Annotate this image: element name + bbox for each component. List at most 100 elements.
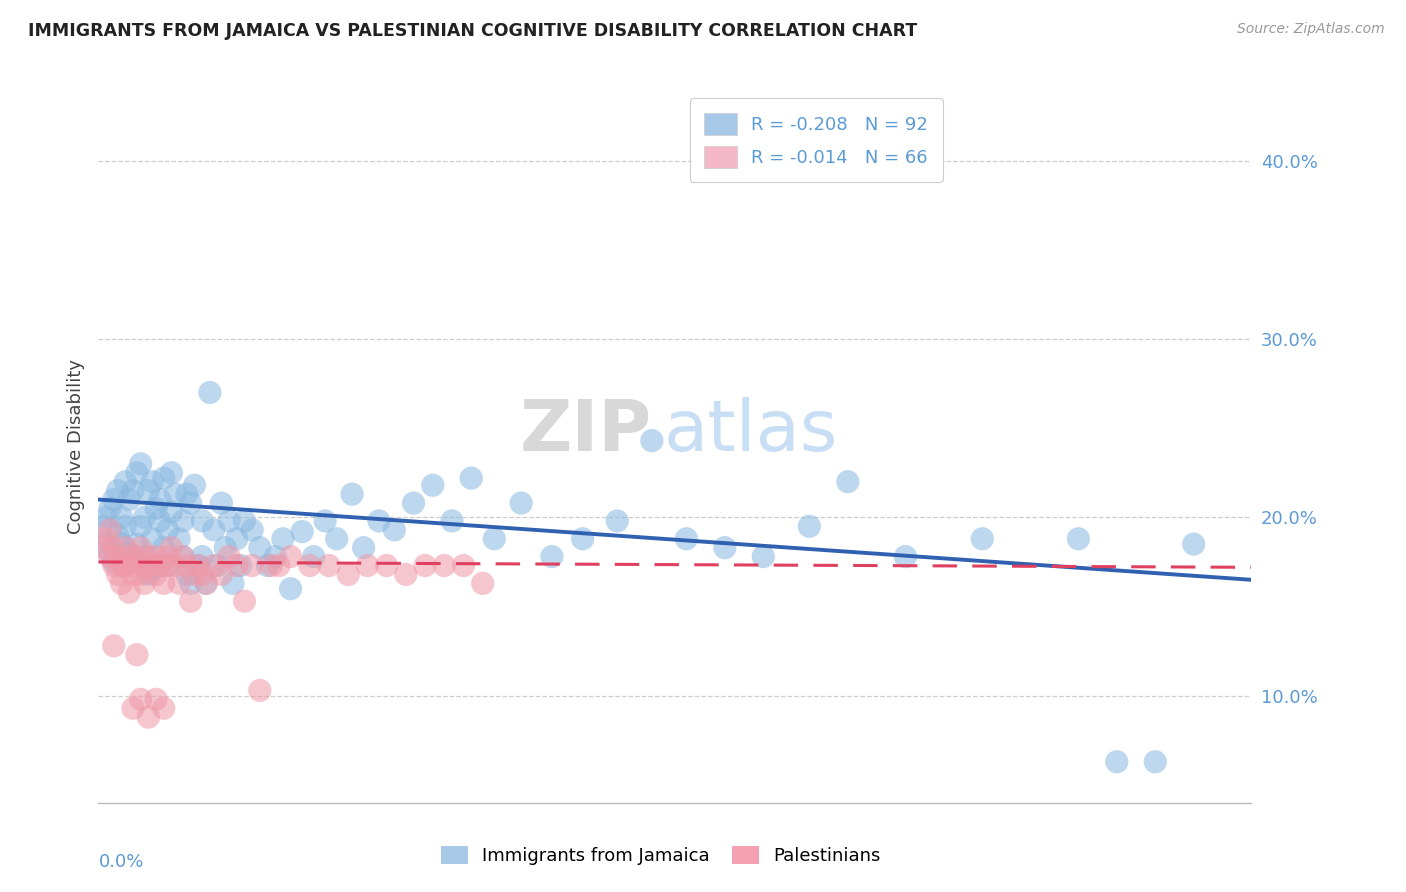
Point xyxy=(129,541,152,555)
Point xyxy=(453,558,475,573)
Point xyxy=(433,558,456,573)
Point xyxy=(98,546,121,560)
Point xyxy=(129,692,152,706)
Text: atlas: atlas xyxy=(664,397,838,467)
Point xyxy=(160,466,183,480)
Point xyxy=(541,549,564,564)
Point xyxy=(141,532,163,546)
Point xyxy=(249,541,271,555)
Point xyxy=(138,710,160,724)
Point xyxy=(118,549,141,564)
Point xyxy=(134,510,156,524)
Point xyxy=(402,496,425,510)
Point xyxy=(125,549,148,564)
Point xyxy=(176,567,198,582)
Point xyxy=(141,475,163,489)
Point xyxy=(172,549,194,564)
Point xyxy=(571,532,593,546)
Point xyxy=(1105,755,1128,769)
Point xyxy=(134,549,156,564)
Point xyxy=(145,549,167,564)
Point xyxy=(837,475,859,489)
Point xyxy=(118,585,141,599)
Point xyxy=(94,537,117,551)
Point xyxy=(233,594,256,608)
Point xyxy=(209,496,232,510)
Point xyxy=(145,692,167,706)
Point xyxy=(202,523,225,537)
Point xyxy=(114,541,136,555)
Point xyxy=(98,523,121,537)
Point xyxy=(302,549,325,564)
Point xyxy=(191,549,214,564)
Point xyxy=(298,558,321,573)
Point xyxy=(195,576,218,591)
Point xyxy=(94,510,117,524)
Point xyxy=(107,483,129,498)
Point xyxy=(218,549,240,564)
Point xyxy=(122,483,145,498)
Point xyxy=(260,558,283,573)
Point xyxy=(134,576,156,591)
Point xyxy=(149,492,172,507)
Point xyxy=(1067,532,1090,546)
Point xyxy=(103,541,125,555)
Point xyxy=(229,558,252,573)
Point xyxy=(606,514,628,528)
Point xyxy=(98,549,121,564)
Point xyxy=(167,576,190,591)
Point xyxy=(256,558,278,573)
Point xyxy=(122,555,145,569)
Point xyxy=(368,514,391,528)
Point xyxy=(214,541,236,555)
Point xyxy=(91,519,114,533)
Point xyxy=(156,558,179,573)
Point xyxy=(799,519,821,533)
Point xyxy=(972,532,994,546)
Point xyxy=(207,558,229,573)
Point xyxy=(233,514,256,528)
Point xyxy=(149,514,172,528)
Point xyxy=(187,558,209,573)
Point xyxy=(138,483,160,498)
Point xyxy=(118,492,141,507)
Point xyxy=(894,549,917,564)
Point xyxy=(353,541,375,555)
Point xyxy=(134,558,156,573)
Point xyxy=(225,532,247,546)
Text: 0.0%: 0.0% xyxy=(98,853,143,871)
Point xyxy=(156,523,179,537)
Legend: R = -0.208   N = 92, R = -0.014   N = 66: R = -0.208 N = 92, R = -0.014 N = 66 xyxy=(690,98,942,182)
Point xyxy=(110,510,132,524)
Point xyxy=(249,683,271,698)
Point xyxy=(172,514,194,528)
Point xyxy=(145,567,167,582)
Point xyxy=(291,524,314,539)
Point xyxy=(267,558,290,573)
Point xyxy=(180,576,202,591)
Point xyxy=(484,532,506,546)
Point xyxy=(280,549,302,564)
Point xyxy=(103,492,125,507)
Point xyxy=(145,501,167,516)
Point xyxy=(191,567,214,582)
Point xyxy=(114,475,136,489)
Point xyxy=(167,532,190,546)
Point xyxy=(264,549,287,564)
Point xyxy=(103,558,125,573)
Point xyxy=(382,523,405,537)
Point xyxy=(240,558,263,573)
Point xyxy=(152,701,174,715)
Y-axis label: Cognitive Disability: Cognitive Disability xyxy=(66,359,84,533)
Point xyxy=(460,471,482,485)
Point xyxy=(180,594,202,608)
Point xyxy=(180,496,202,510)
Point xyxy=(471,576,494,591)
Point xyxy=(176,558,198,573)
Point xyxy=(375,558,398,573)
Point xyxy=(122,558,145,573)
Point xyxy=(198,385,221,400)
Point xyxy=(107,528,129,542)
Point xyxy=(191,514,214,528)
Text: ZIP: ZIP xyxy=(520,397,652,467)
